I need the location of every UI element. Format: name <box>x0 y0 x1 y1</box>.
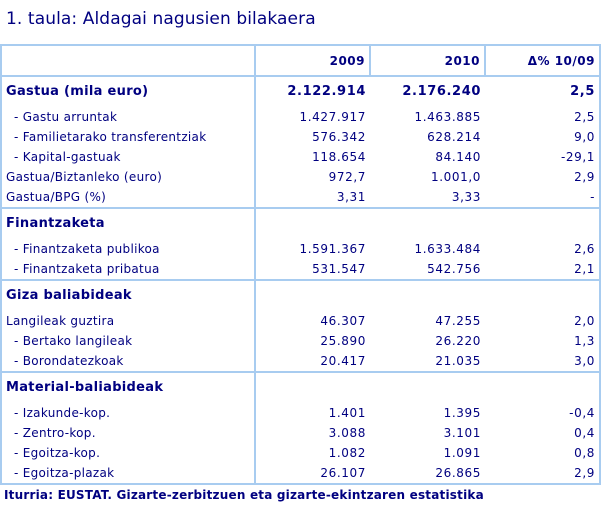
value-2009: 1.401 <box>254 403 370 423</box>
value-2010: 47.255 <box>435 314 481 328</box>
row-label: - Zentro-kop. <box>0 423 256 443</box>
value-2009: 26.107 <box>254 463 370 485</box>
value-2010: 21.035 <box>370 351 485 373</box>
row-label: - Borondatezkoak <box>0 351 256 373</box>
value-2009: 1.591.367 <box>254 239 370 259</box>
row-label: Langileak guztira <box>0 311 256 331</box>
value-delta: 2,5 <box>485 107 601 127</box>
row-label: - Familietarako transferentziak <box>0 127 256 147</box>
value-2010: 1.463.885 <box>414 110 481 124</box>
value-delta: 0,4 <box>485 423 601 443</box>
table-row: Gastua/Biztanleko (euro) 972,7 1.001,0 2,9 <box>0 167 601 187</box>
value-delta: 2,9 <box>485 463 601 485</box>
section-heading: Giza baliabideak <box>0 279 256 311</box>
section-heading: Finantzaketa <box>0 207 256 239</box>
row-label: - Gastu arruntak <box>0 107 256 127</box>
section-heading-row: Material-baliabideak <box>0 371 601 403</box>
row-label: - Finantzaketa publikoa <box>0 239 256 259</box>
table-row: - Bertako langileak 25.890 26.220 1,3 <box>0 331 601 351</box>
value-2010: 26.865 <box>370 463 485 485</box>
value-delta: 9,0 <box>485 127 601 147</box>
table-row: - Finantzaketa pribatua 531.547 542.756 2,1 <box>0 259 601 281</box>
value-delta: -0,4 <box>485 403 601 423</box>
table-row: - Egoitza-plazak 26.107 26.865 2,9 <box>0 463 601 485</box>
value-2010: 1.091 <box>443 446 481 460</box>
value-delta: 2,6 <box>485 239 601 259</box>
value-2009 <box>254 371 370 403</box>
header-2009: 2009 <box>254 44 371 77</box>
value-delta <box>485 207 601 239</box>
row-label: - Bertako langileak <box>0 331 256 351</box>
table-row: - Familietarako transferentziak 576.342 62… <box>0 127 601 147</box>
value-delta: 1,3 <box>485 331 601 351</box>
value-2010: 3,33 <box>370 187 485 209</box>
value-2009: 1.427.917 <box>254 107 370 127</box>
value-delta: 2,1 <box>485 259 601 281</box>
value-delta <box>485 279 601 311</box>
value-2010: 1.395 <box>443 406 481 420</box>
value-2010: 3.101 <box>443 426 481 440</box>
value-2009: 25.890 <box>254 331 370 351</box>
value-2010: 26.220 <box>435 334 481 348</box>
value-delta: 3,0 <box>485 351 601 373</box>
value-2009 <box>254 207 370 239</box>
value-2010: 2.176.240 <box>370 75 485 107</box>
value-2009 <box>254 279 370 311</box>
value-delta: -29,1 <box>485 147 601 167</box>
table-row: - Kapital-gastuak 118.654 84.140 -29,1 <box>0 147 601 167</box>
section-heading: Material-baliabideak <box>0 371 256 403</box>
header-label <box>0 44 256 77</box>
row-label: - Finantzaketa pribatua <box>0 259 256 281</box>
value-2010: 542.756 <box>370 259 485 281</box>
value-2010: 1.001,0 <box>430 170 481 184</box>
value-2009: 576.342 <box>254 127 370 147</box>
table-row: - Zentro-kop. 3.088 3.101 0,4 <box>0 423 601 443</box>
value-delta: - <box>485 187 601 209</box>
header-2010: 2010 <box>369 44 486 77</box>
table-row: - Borondatezkoak 20.417 21.035 3,0 <box>0 351 601 373</box>
row-label: - Kapital-gastuak <box>0 147 256 167</box>
source-note: Iturria: EUSTAT. Gizarte-zerbitzuen eta … <box>4 488 484 502</box>
value-2010 <box>370 279 485 311</box>
value-2010: 1.633.484 <box>414 242 481 256</box>
value-2009: 972,7 <box>254 167 370 187</box>
section-heading-row: Giza baliabideak <box>0 279 601 311</box>
value-delta: 2,0 <box>485 311 601 331</box>
value-2010 <box>370 207 485 239</box>
value-2010: 628.214 <box>427 130 481 144</box>
table-title: 1. taula: Aldagai nagusien bilakaera <box>6 9 316 29</box>
data-table: 2009 2010 Δ% 10/09 Gastua (mila euro) 2.1… <box>0 44 601 485</box>
value-delta: 2,5 <box>485 75 601 107</box>
value-2010: 84.140 <box>435 150 481 164</box>
section-heading: Gastua (mila euro) <box>0 75 256 107</box>
value-2009: 3.088 <box>254 423 370 443</box>
value-delta: 2,9 <box>485 167 601 187</box>
value-delta <box>485 371 601 403</box>
row-label: Gastua/Biztanleko (euro) <box>0 167 256 187</box>
value-2010 <box>370 371 485 403</box>
value-2009: 531.547 <box>254 259 370 281</box>
value-2009: 118.654 <box>254 147 370 167</box>
header-row: 2009 2010 Δ% 10/09 <box>0 44 601 77</box>
value-2009: 46.307 <box>254 311 370 331</box>
value-delta: 0,8 <box>485 443 601 463</box>
table-row: - Izakunde-kop. 1.401 1.395 -0,4 <box>0 403 601 423</box>
table-row: Gastua/BPG (%) 3,31 3,33- <box>0 187 601 209</box>
table-row: - Finantzaketa publikoa 1.591.367 1.633.48… <box>0 239 601 259</box>
table-row: - Egoitza-kop. 1.082 1.091 0,8 <box>0 443 601 463</box>
table-row: - Gastu arruntak 1.427.917 1.463.885 2,5 <box>0 107 601 127</box>
value-2009: 20.417 <box>254 351 370 373</box>
row-label: - Egoitza-kop. <box>0 443 256 463</box>
section-heading-row: Finantzaketa <box>0 207 601 239</box>
table-row: Langileak guztira 46.307 47.255 2,0 <box>0 311 601 331</box>
row-label: Gastua/BPG (%) <box>0 187 256 209</box>
value-2009: 2.122.914 <box>254 75 370 107</box>
section-heading-row: Gastua (mila euro) 2.122.914 2.176.240 2,5 <box>0 75 601 107</box>
value-2009: 1.082 <box>254 443 370 463</box>
row-label: - Izakunde-kop. <box>0 403 256 423</box>
value-2009: 3,31 <box>254 187 370 209</box>
header-delta: Δ% 10/09 <box>484 44 601 77</box>
row-label: - Egoitza-plazak <box>0 463 256 485</box>
